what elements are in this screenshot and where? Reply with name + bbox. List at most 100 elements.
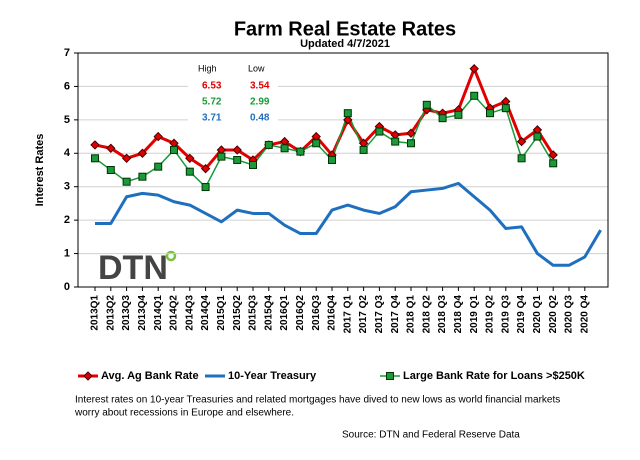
legend-marker <box>386 372 394 380</box>
table-low: 3.54 <box>250 81 270 92</box>
x-tick-label: 2020 Q4 <box>579 295 590 334</box>
x-tick-label: 2013Q2 <box>105 295 116 331</box>
point-marker <box>296 147 305 156</box>
x-tick-label: 2014Q4 <box>200 295 211 331</box>
point-marker <box>407 139 415 148</box>
x-tick-label: 2019 Q4 <box>516 295 527 334</box>
point-marker <box>90 140 100 150</box>
point-marker <box>516 136 527 147</box>
point-marker <box>137 148 148 158</box>
x-tick-label: 2016Q1 <box>279 295 290 331</box>
x-tick-label: 2020 Q2 <box>548 295 559 334</box>
x-tick-label: 2015Q1 <box>216 295 227 331</box>
x-tick-label: 2016Q2 <box>295 295 306 331</box>
x-tick-label: 2015Q3 <box>248 295 259 331</box>
x-tick-label: 2017 Q4 <box>390 295 401 334</box>
point-marker <box>549 159 558 168</box>
x-tick-label: 2013Q1 <box>90 295 101 331</box>
point-marker <box>343 109 352 118</box>
table-high: 6.53 <box>202 81 222 92</box>
x-tick-label: 2018 Q4 <box>453 295 464 334</box>
x-tick-label: 2017 Q2 <box>358 295 369 334</box>
legend-marker <box>83 371 93 381</box>
y-tick-label: 6 <box>64 80 70 92</box>
x-tick-label: 2018 Q3 <box>437 295 448 334</box>
y-tick-label: 7 <box>64 47 70 59</box>
point-marker <box>533 132 542 141</box>
x-tick-label: 2016Q4 <box>327 295 338 331</box>
point-marker <box>201 183 210 192</box>
x-tick-label: 2015Q4 <box>263 295 274 331</box>
point-marker <box>422 100 431 109</box>
x-tick-label: 2014Q1 <box>153 295 164 331</box>
x-tick-label: 2014Q2 <box>169 295 180 331</box>
point-marker <box>280 144 289 153</box>
table-header: High <box>198 63 217 73</box>
legend-label: Avg. Ag Bank Rate <box>101 370 199 382</box>
logo-dot <box>165 250 177 262</box>
point-marker <box>154 162 163 171</box>
x-tick-label: 2014Q3 <box>184 295 195 331</box>
note-line: worry about recessions in Europe and els… <box>74 408 294 419</box>
point-marker <box>153 131 163 142</box>
y-tick-label: 2 <box>64 214 70 226</box>
x-tick-label: 2018 Q1 <box>406 295 417 334</box>
point-marker <box>438 114 447 123</box>
x-tick-label: 2018 Q2 <box>421 295 432 334</box>
point-marker <box>249 160 257 169</box>
x-tick-label: 2017 Q3 <box>374 295 385 334</box>
chart-subtitle: Updated 4/7/2021 <box>300 38 390 50</box>
x-tick-label: 2020 Q1 <box>532 295 543 334</box>
table-low: 0.48 <box>250 113 270 124</box>
point-marker <box>469 64 479 74</box>
point-marker <box>343 115 353 125</box>
point-marker <box>359 145 368 154</box>
point-marker <box>501 104 510 113</box>
point-marker <box>312 139 321 148</box>
point-marker <box>264 140 273 149</box>
series-line <box>95 181 602 267</box>
y-tick-label: 4 <box>64 147 71 159</box>
table-low: 2.99 <box>250 97 270 108</box>
point-marker <box>454 110 463 119</box>
point-marker <box>122 177 131 186</box>
point-marker <box>185 167 194 176</box>
point-marker <box>217 152 226 161</box>
logo: DTN <box>98 249 168 287</box>
point-marker <box>391 137 400 146</box>
table-high: 3.71 <box>202 113 222 124</box>
point-marker <box>486 109 494 118</box>
point-marker <box>233 155 242 164</box>
point-marker <box>185 153 195 164</box>
legend-label: 10-Year Treasury <box>228 370 317 382</box>
point-marker <box>232 145 242 155</box>
table-box <box>188 60 278 126</box>
x-tick-label: 2020 Q3 <box>564 295 575 334</box>
point-marker <box>375 127 384 136</box>
note-line: Interest rates on 10-year Treasuries and… <box>75 395 560 406</box>
point-marker <box>548 150 558 160</box>
x-tick-label: 2016Q3 <box>311 295 322 331</box>
point-marker <box>470 91 479 100</box>
source: Source: DTN and Federal Reserve Data <box>342 430 520 441</box>
point-marker <box>517 154 526 163</box>
x-tick-label: 2015Q2 <box>232 295 243 331</box>
legend-label: Large Bank Rate for Loans >$250K <box>403 370 585 382</box>
point-marker <box>106 143 116 153</box>
x-tick-label: 2017 Q1 <box>342 295 353 334</box>
x-tick-label: 2019 Q1 <box>469 295 480 334</box>
point-marker <box>91 154 99 163</box>
point-marker <box>200 163 211 174</box>
point-marker <box>106 166 115 174</box>
point-marker <box>170 145 178 154</box>
y-tick-label: 5 <box>64 114 70 126</box>
point-marker <box>328 155 336 164</box>
plot-frame <box>77 52 609 288</box>
table-high: 5.72 <box>202 97 222 108</box>
point-marker <box>406 128 416 138</box>
x-tick-label: 2019 Q2 <box>485 295 496 334</box>
y-tick-label: 1 <box>64 247 70 259</box>
x-tick-label: 2013Q4 <box>137 295 148 331</box>
y-axis-label: Interest Rates <box>34 134 46 207</box>
x-tick-label: 2013Q3 <box>121 295 132 331</box>
